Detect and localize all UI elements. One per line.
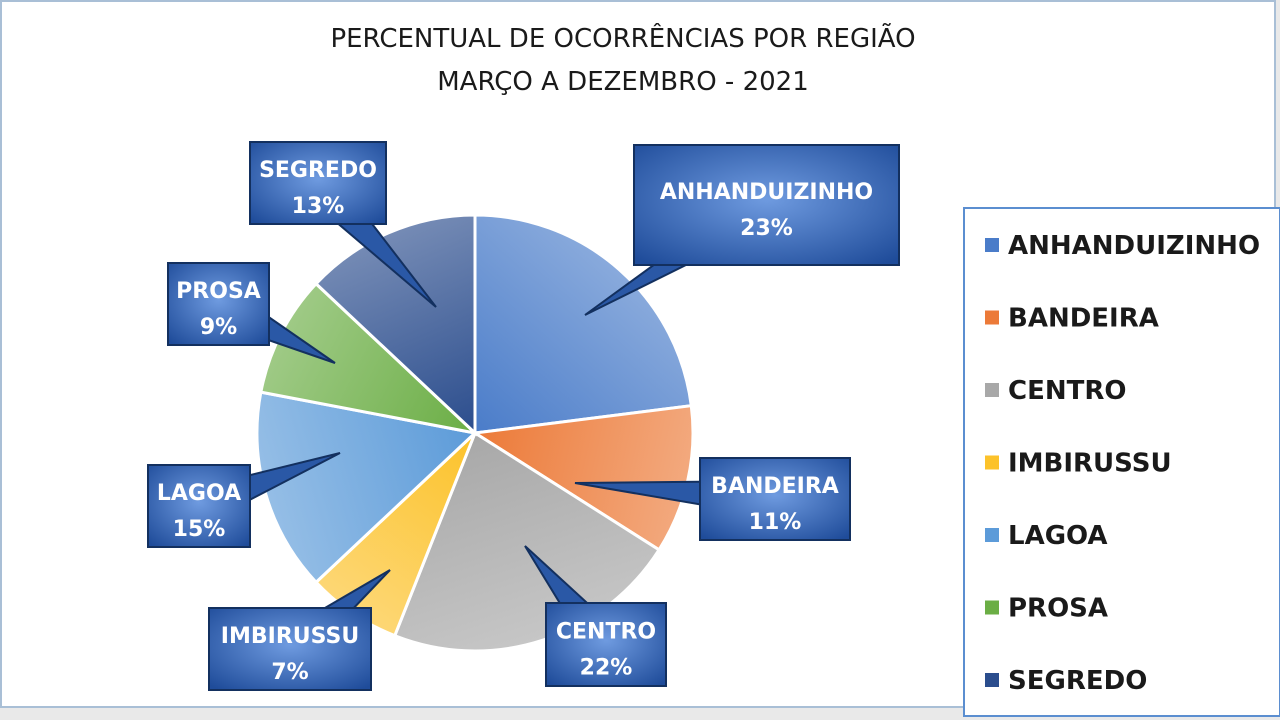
callout-value-label: 15% <box>173 517 226 542</box>
legend-label: PROSA <box>1008 594 1108 624</box>
legend-label: LAGOA <box>1008 521 1108 551</box>
chart-title: PERCENTUAL DE OCORRÊNCIAS POR REGIÃO <box>330 22 915 54</box>
legend-label: ANHANDUIZINHO <box>1008 231 1260 261</box>
legend-swatch <box>985 528 999 542</box>
pie-slices <box>255 213 695 653</box>
callout-box <box>249 141 387 225</box>
callout-bandeira: BANDEIRA 11% <box>574 457 851 541</box>
legend-item-bandeira: BANDEIRA <box>985 304 1159 334</box>
callout-category-label: CENTRO <box>556 620 656 645</box>
legend-item-centro: CENTRO <box>985 376 1126 406</box>
callout-box <box>699 457 851 541</box>
legend-label: IMBIRUSSU <box>1008 449 1172 479</box>
pie-slice-anhanduizinho <box>473 213 693 435</box>
legend-swatch <box>985 455 999 470</box>
legend-box <box>963 207 1280 717</box>
legend-swatch <box>985 383 999 397</box>
callout-lagoa: LAGOA 15% <box>147 452 341 548</box>
pie-slice-centro <box>392 430 662 653</box>
callout-category-label: IMBIRUSSU <box>221 624 359 649</box>
legend-swatch <box>985 673 999 687</box>
callout-box <box>147 464 251 548</box>
callout-value-label: 7% <box>271 660 308 685</box>
callout-box <box>208 607 372 691</box>
pie-slice-lagoa <box>255 390 479 585</box>
legend-item-imbirussu: IMBIRUSSU <box>985 449 1172 479</box>
callout-centro: CENTRO 22% <box>524 545 667 687</box>
callout-value-label: 13% <box>292 194 345 219</box>
legend-label: BANDEIRA <box>1008 304 1159 334</box>
legend: ANHANDUIZINHO BANDEIRA CENTRO IMBIRUSSU LAGO… <box>985 231 1260 696</box>
callout-category-label: BANDEIRA <box>711 474 839 499</box>
callout-imbirussu: IMBIRUSSU 7% <box>208 569 391 691</box>
legend-swatch <box>985 600 999 615</box>
legend-item-segredo: SEGREDO <box>985 666 1147 696</box>
pie-slice-bandeira <box>470 404 695 552</box>
legend-item-anhanduizinho: ANHANDUIZINHO <box>985 231 1260 261</box>
chart-subtitle: MARÇO A DEZEMBRO - 2021 <box>437 67 809 97</box>
legend-item-lagoa: LAGOA <box>985 521 1108 551</box>
legend-label: SEGREDO <box>1008 666 1147 696</box>
callout-box <box>633 144 900 266</box>
callout-box <box>167 262 270 346</box>
pie-slice-segredo <box>313 213 477 437</box>
legend-swatch <box>985 310 999 325</box>
callout-prosa: PROSA 9% <box>167 262 336 364</box>
callout-category-label: SEGREDO <box>259 158 377 183</box>
legend-item-prosa: PROSA <box>985 594 1108 624</box>
callout-anhanduizinho: ANHANDUIZINHO 23% <box>584 144 900 316</box>
callout-category-label: LAGOA <box>157 481 241 506</box>
callout-value-label: 11% <box>749 510 802 535</box>
callout-value-label: 23% <box>740 216 793 241</box>
callout-box <box>545 602 667 687</box>
legend-swatch <box>985 238 999 252</box>
callout-value-label: 22% <box>580 656 633 681</box>
callout-category-label: PROSA <box>176 279 261 304</box>
legend-label: CENTRO <box>1008 376 1126 406</box>
callout-value-label: 9% <box>200 315 237 340</box>
data-label-callouts: ANHANDUIZINHO 23% BANDEIRA 11% CENTRO 22% IMBI… <box>147 141 900 691</box>
callout-segredo: SEGREDO 13% <box>249 141 437 308</box>
callout-category-label: ANHANDUIZINHO <box>660 180 873 205</box>
